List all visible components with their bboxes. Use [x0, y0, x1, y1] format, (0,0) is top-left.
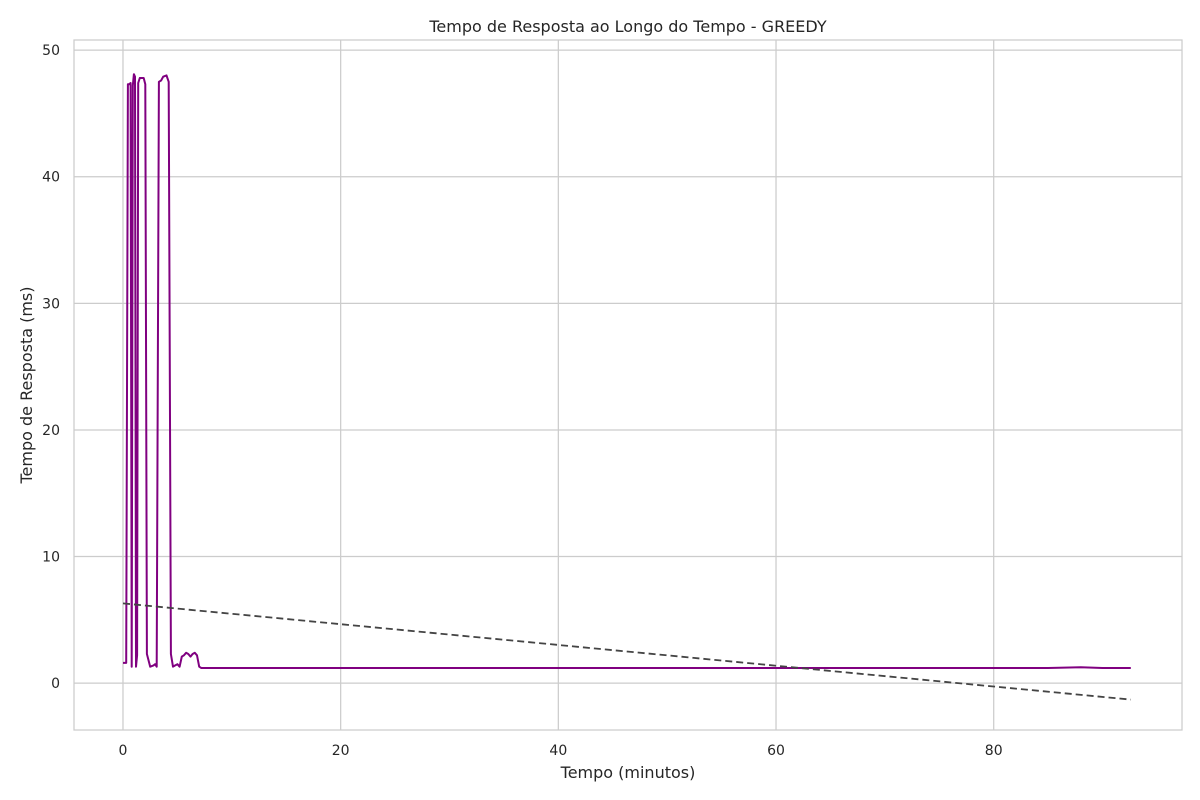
trend-line: [122, 602, 1131, 701]
x-tick-label: 80: [985, 743, 1003, 759]
series-lines: [122, 73, 1131, 701]
y-tick-label: 20: [42, 423, 60, 439]
x-tick-label: 20: [332, 743, 350, 759]
x-axis-label: Tempo (minutos): [560, 763, 696, 782]
y-tick-label: 40: [42, 170, 60, 186]
y-tick-label: 30: [42, 296, 60, 312]
response-time-line: [123, 73, 1131, 669]
grid-lines: [74, 40, 1182, 730]
chart-title: Tempo de Resposta ao Longo do Tempo - GR…: [428, 17, 826, 36]
y-tick-label: 10: [42, 550, 60, 566]
y-tick-label: 0: [51, 676, 60, 692]
y-axis-label: Tempo de Resposta (ms): [17, 286, 36, 484]
plot-frame: [73, 39, 1183, 731]
y-tick-label: 50: [42, 43, 60, 59]
y-tick-labels: 0 10 20 30 40 50: [42, 43, 60, 692]
x-tick-labels: 0 20 40 60 80: [119, 743, 1003, 759]
x-tick-label: 0: [119, 743, 128, 759]
x-tick-label: 40: [549, 743, 567, 759]
x-tick-label: 60: [767, 743, 785, 759]
